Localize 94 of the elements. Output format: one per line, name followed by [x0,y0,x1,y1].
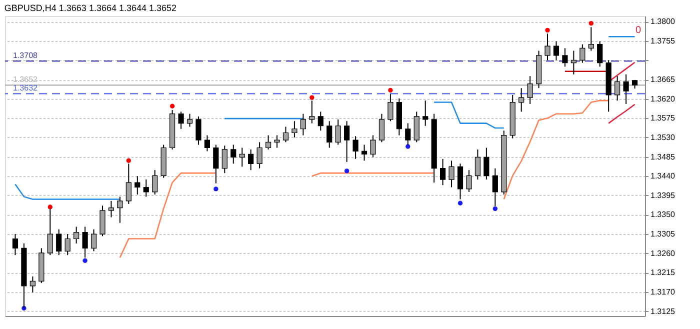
candlestick [265,134,272,150]
y-tick-label: 1.3800 [650,17,676,26]
candlestick [300,113,306,136]
y-tick-label: 1.3575 [650,114,676,123]
candlestick [100,205,106,237]
chart-title: GBPUSD,H4 1.3663 1.3664 1.3644 1.3652 [4,3,177,13]
y-tick-label: 1.3620 [650,94,676,104]
point [126,158,132,163]
point [48,204,52,210]
candlestick [64,234,70,256]
point [214,186,218,192]
candlestick [256,142,262,169]
candlestick [352,136,358,160]
candlestick [597,40,603,68]
candlestick [90,228,97,252]
candlestick [361,144,368,162]
candlestick [326,120,332,148]
point [310,95,314,100]
candlestick [553,40,560,61]
candlestick [422,100,428,126]
candlestick [222,145,228,174]
y-tick-label: 1.3170 [650,287,676,296]
candlestick [580,44,586,64]
candlestick [204,134,210,152]
annotation: 0 [635,25,642,36]
ref-line-label: 1.3652 [13,75,38,84]
candlestick [588,26,594,52]
candlestick [56,228,62,256]
candlestick [344,120,350,162]
candlestick [230,144,236,164]
ref-line-label: 1.3708 [13,51,38,60]
candlestick [562,48,568,68]
candlestick [82,226,88,258]
ref-line-label: 1.3632 [13,84,38,93]
candlestick [370,134,376,158]
candlestick [474,148,480,180]
candlestick [414,111,420,143]
candlestick [318,111,324,132]
candlestick [292,120,298,138]
candlestick [186,113,193,128]
line-series [119,172,217,258]
candlestick [274,134,280,148]
point [406,144,410,149]
candlestick [178,111,184,130]
y-tick-label: 1.3485 [650,152,676,162]
candlestick [282,126,289,143]
point [344,168,350,174]
candlestick [213,144,219,184]
point [492,206,498,212]
y-tick-label: 1.3125 [650,306,676,316]
candlestick [388,94,394,122]
y-tick-label: 1.3215 [650,268,676,278]
point [388,88,393,93]
y-tick-label: 1.3395 [650,190,676,200]
candlestick [196,116,202,146]
candlestick [614,76,620,102]
candlestick [239,147,245,168]
line-series [608,104,636,124]
y-tick-label: 1.3305 [650,230,676,239]
candlestick [518,88,524,112]
candlestick [457,163,464,200]
point [458,200,463,206]
candlestick [12,234,18,256]
y-tick-label: 1.3665 [650,75,676,84]
candlestick [248,148,254,171]
candlestick [440,158,446,186]
y-tick-label: 1.3755 [650,36,676,46]
candlestick [30,276,36,293]
candlestick [126,163,132,204]
point [588,20,594,26]
candlestick [484,147,490,180]
candlestick [448,160,454,188]
candlestick [143,179,149,198]
candlestick [544,33,550,61]
candlestick [134,176,140,196]
candlestick [117,196,123,224]
point [545,28,550,33]
y-tick-label: 1.3440 [650,172,676,181]
y-tick-label: 1.3350 [650,210,676,220]
candlestick [335,118,341,146]
candlestick [378,113,385,143]
y-tick-label: 1.3530 [650,132,676,142]
candlestick [108,200,114,218]
point [170,104,175,108]
line-series [503,100,610,200]
candlestick [623,74,629,104]
candlestick [309,100,315,124]
candlestick [570,50,576,75]
candlestick [74,226,80,244]
y-tick-label: 1.3260 [650,248,676,258]
candlestick [527,76,533,104]
candlestick [466,170,472,192]
candlestick [152,170,158,196]
point [82,258,88,263]
